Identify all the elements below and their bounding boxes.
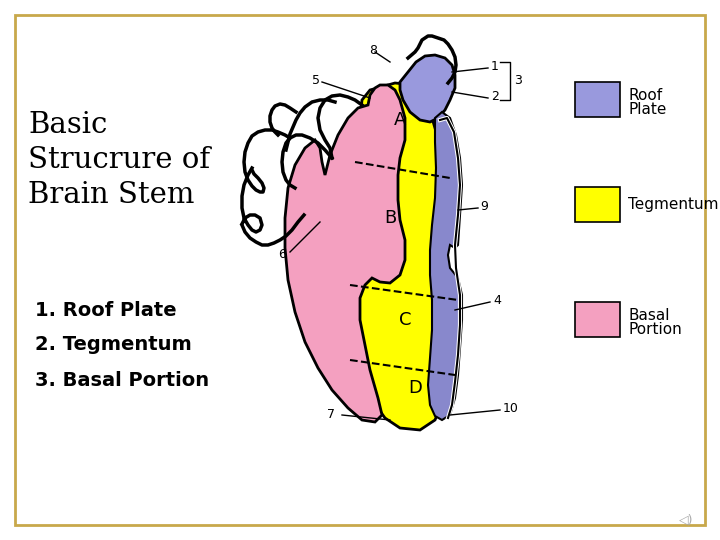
Text: Plate: Plate — [628, 103, 667, 118]
Text: 3. Basal Portion: 3. Basal Portion — [35, 370, 209, 389]
Text: 8: 8 — [369, 44, 377, 57]
Text: 6: 6 — [278, 248, 286, 261]
Text: 2. Tegmentum: 2. Tegmentum — [35, 335, 192, 354]
Bar — [575, 302, 620, 337]
Text: 3: 3 — [514, 73, 522, 86]
Text: Brain Stem: Brain Stem — [28, 181, 194, 209]
Text: 1. Roof Plate: 1. Roof Plate — [35, 300, 176, 320]
Text: ◁): ◁) — [678, 514, 693, 526]
Text: Strucrure of: Strucrure of — [28, 146, 210, 174]
Polygon shape — [428, 112, 462, 420]
Text: B: B — [384, 209, 396, 227]
Text: 4: 4 — [493, 294, 501, 307]
Text: 2: 2 — [491, 91, 499, 104]
Text: 7: 7 — [327, 408, 335, 422]
Bar — [575, 82, 620, 117]
Text: Basic: Basic — [28, 111, 107, 139]
Bar — [575, 187, 620, 222]
Text: 5: 5 — [312, 73, 320, 86]
Text: Basal: Basal — [628, 307, 670, 322]
Text: 10: 10 — [503, 402, 519, 415]
Text: D: D — [408, 379, 422, 397]
Polygon shape — [285, 85, 405, 422]
Text: Tegmentum: Tegmentum — [628, 198, 719, 213]
Text: Portion: Portion — [628, 322, 682, 338]
Text: C: C — [399, 311, 411, 329]
Text: 9: 9 — [480, 200, 488, 213]
Text: 1: 1 — [491, 60, 499, 73]
Text: A: A — [394, 111, 406, 129]
Polygon shape — [338, 83, 448, 430]
Polygon shape — [400, 55, 455, 122]
Text: Roof: Roof — [628, 87, 662, 103]
